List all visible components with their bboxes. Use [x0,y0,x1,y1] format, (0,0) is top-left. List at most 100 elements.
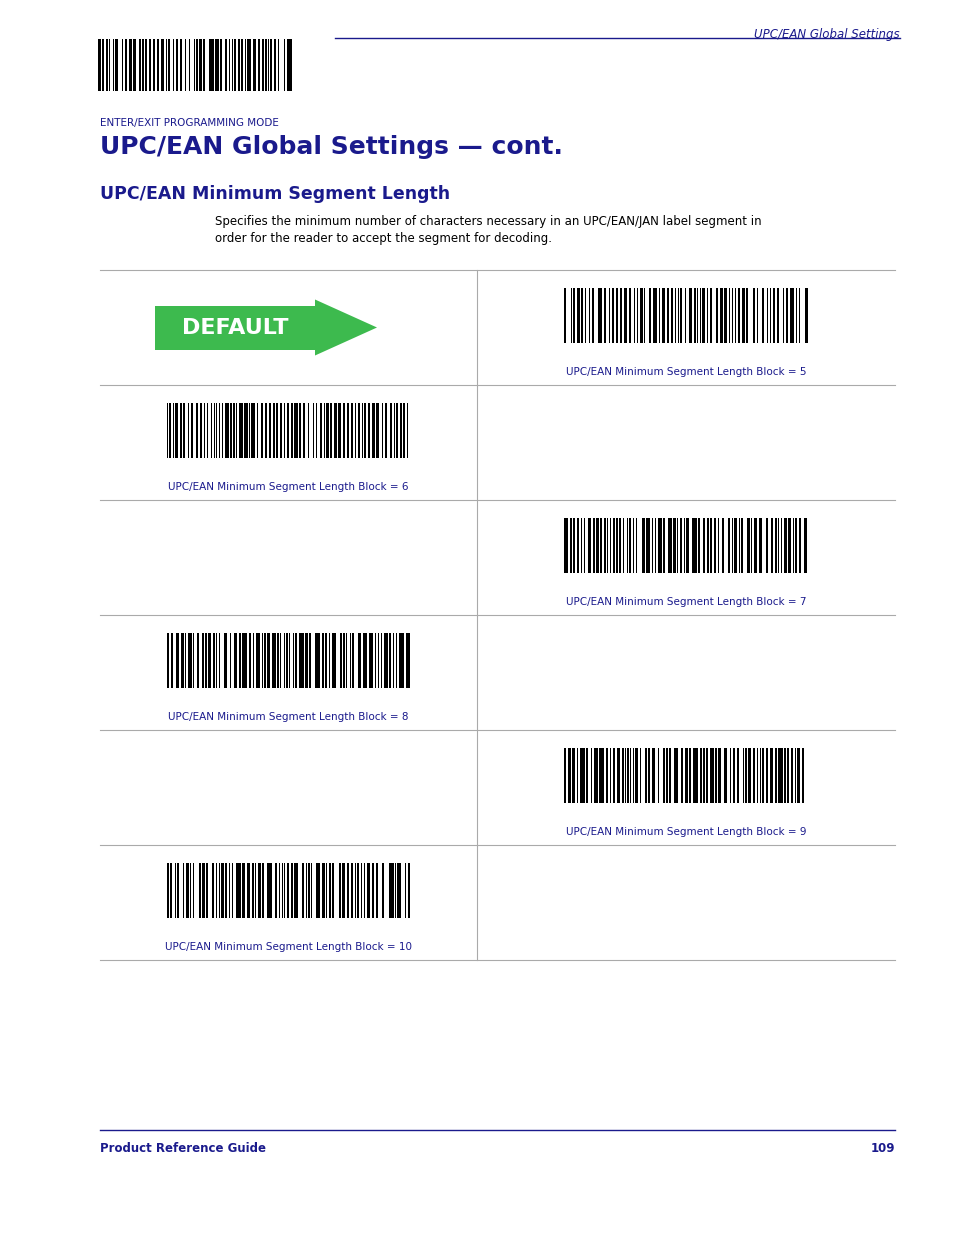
Bar [646,517,649,573]
Bar [396,403,398,458]
Bar [400,403,401,458]
Bar [125,40,127,91]
Bar [329,863,331,918]
Bar [261,634,263,688]
Bar [182,863,184,918]
Bar [741,288,744,343]
Bar [142,40,143,91]
Bar [287,403,289,458]
Bar [225,403,229,458]
Bar [362,634,367,688]
Bar [204,403,205,458]
Bar [606,748,607,803]
Bar [609,748,611,803]
Bar [167,863,169,918]
Bar [254,863,256,918]
Bar [206,863,208,918]
Bar [166,40,167,91]
Bar [603,288,605,343]
Bar [797,748,799,803]
Bar [368,403,370,458]
Bar [759,517,761,573]
Bar [225,40,227,91]
Bar [156,40,159,91]
Bar [641,517,644,573]
Bar [261,40,263,91]
Bar [274,863,276,918]
Bar [639,288,642,343]
Bar [223,634,227,688]
Bar [717,517,718,573]
Bar [390,403,392,458]
Bar [580,288,582,343]
Bar [202,634,203,688]
Text: UPC/EAN Minimum Segment Length Block = 7: UPC/EAN Minimum Segment Length Block = 7 [565,597,805,606]
Bar [326,403,329,458]
Bar [723,288,726,343]
Bar [567,748,571,803]
Bar [364,403,366,458]
Bar [744,748,746,803]
Bar [606,517,607,573]
Bar [98,40,101,91]
Bar [388,863,394,918]
Bar [738,517,740,573]
Bar [777,288,778,343]
Bar [216,403,217,458]
Bar [146,40,147,91]
Bar [294,403,297,458]
Bar [265,40,266,91]
Bar [190,863,192,918]
Bar [698,517,700,573]
Bar [251,403,255,458]
Bar [293,634,294,688]
Bar [338,403,340,458]
Bar [149,40,151,91]
Bar [189,40,191,91]
Bar [229,863,230,918]
Bar [328,634,330,688]
Bar [185,40,186,91]
Bar [211,403,212,458]
Bar [577,288,579,343]
Bar [229,40,230,91]
Bar [564,517,567,573]
Bar [242,634,247,688]
Bar [572,748,575,803]
Bar [573,288,575,343]
Bar [635,748,638,803]
Bar [701,288,704,343]
Bar [245,40,246,91]
Bar [209,40,213,91]
Bar [233,403,234,458]
Bar [684,288,686,343]
Bar [181,634,184,688]
Bar [673,517,675,573]
Bar [585,748,588,803]
Bar [350,634,351,688]
Bar [377,634,378,688]
Bar [380,634,382,688]
Bar [621,748,623,803]
Bar [234,40,235,91]
Bar [257,40,259,91]
Bar [636,288,638,343]
Bar [778,748,782,803]
Bar [342,634,345,688]
Bar [587,517,591,573]
Bar [308,863,310,918]
Bar [692,748,698,803]
Bar [303,403,305,458]
Bar [613,748,614,803]
Bar [643,288,644,343]
Bar [394,403,395,458]
Text: DEFAULT: DEFAULT [182,317,288,337]
Bar [791,748,792,803]
Bar [688,288,692,343]
Bar [756,288,758,343]
Bar [679,288,681,343]
Bar [260,403,263,458]
Bar [357,634,361,688]
Bar [171,634,172,688]
Bar [671,288,673,343]
